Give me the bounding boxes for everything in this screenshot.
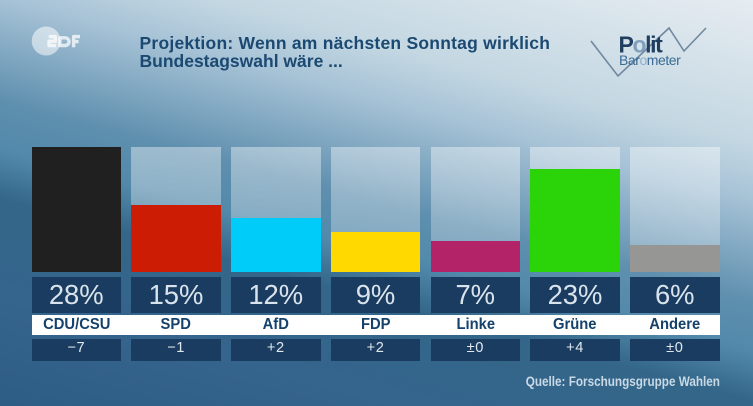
svg-text:Polit: Polit <box>619 32 664 58</box>
svg-text:Barometer: Barometer <box>619 52 681 68</box>
